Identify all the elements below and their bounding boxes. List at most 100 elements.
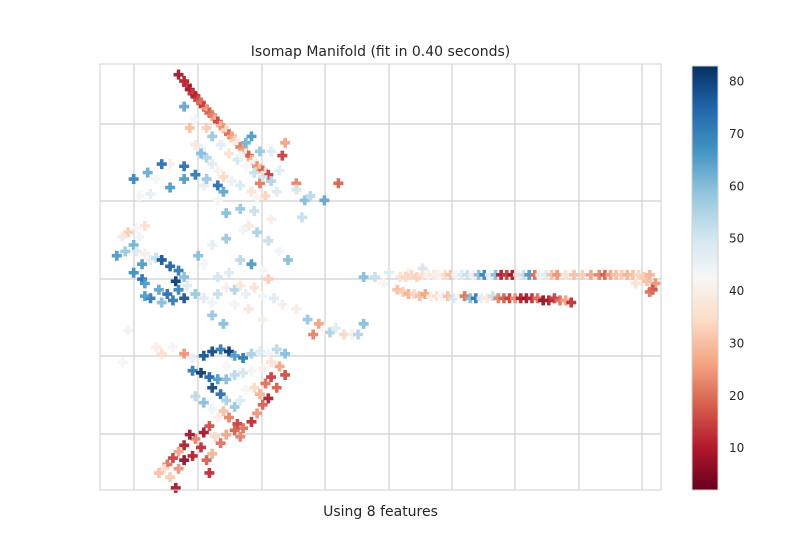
data-point (221, 374, 232, 385)
data-point (173, 446, 184, 457)
data-point (493, 293, 504, 304)
data-point (456, 269, 467, 280)
data-point (212, 289, 223, 300)
data-point (445, 269, 456, 280)
data-point (496, 269, 507, 280)
data-point (238, 352, 249, 363)
data-point (170, 482, 181, 493)
data-point (137, 274, 148, 285)
data-point (156, 348, 167, 359)
data-point (423, 269, 434, 280)
data-point (501, 269, 512, 280)
data-point (151, 342, 162, 353)
data-point (650, 278, 661, 289)
plot-area (99, 63, 662, 493)
data-point (358, 272, 369, 282)
data-point (257, 399, 268, 410)
data-point (179, 161, 190, 172)
data-point (266, 372, 277, 383)
data-point (254, 163, 265, 174)
data-point (215, 389, 226, 400)
data-point (291, 303, 302, 314)
data-point (249, 156, 260, 167)
data-point (622, 269, 633, 280)
data-point (266, 214, 277, 225)
data-point (190, 114, 201, 125)
data-point (535, 269, 546, 280)
data-point (207, 131, 218, 142)
data-point (524, 269, 535, 280)
data-point (240, 137, 251, 148)
data-point (235, 203, 246, 214)
data-point (193, 95, 204, 106)
data-point (207, 346, 218, 357)
data-point (221, 429, 232, 440)
data-point (246, 365, 257, 376)
data-point (123, 325, 134, 336)
data-point (165, 472, 176, 483)
data-point (179, 174, 190, 185)
data-point (210, 431, 221, 442)
data-point (120, 246, 131, 257)
data-point (246, 186, 257, 197)
data-point (515, 293, 526, 304)
data-point (207, 448, 218, 459)
data-point (207, 310, 218, 321)
scatter-points (111, 69, 661, 493)
data-point (238, 144, 249, 155)
data-point (431, 269, 442, 280)
data-point (198, 101, 209, 112)
data-point (546, 269, 557, 280)
data-point (215, 438, 226, 449)
data-point (215, 344, 226, 355)
colorbar-tick-label: 40 (729, 284, 744, 298)
data-point (274, 246, 285, 257)
data-point (277, 150, 288, 161)
data-point (257, 265, 268, 276)
data-point (145, 188, 156, 199)
data-point (641, 276, 652, 287)
data-point (123, 227, 134, 238)
data-point (644, 286, 655, 297)
data-point (221, 208, 232, 219)
data-point (277, 299, 288, 310)
data-point (479, 269, 490, 280)
data-point (159, 463, 170, 474)
data-point (249, 382, 260, 393)
data-point (510, 293, 521, 304)
axes-background (100, 64, 661, 490)
data-point (190, 433, 201, 444)
data-point (198, 427, 209, 438)
data-point (369, 272, 380, 282)
data-point (229, 350, 240, 361)
data-point (232, 154, 243, 165)
data-point (291, 184, 302, 195)
data-point (224, 346, 235, 357)
data-point (179, 348, 190, 359)
data-point (243, 303, 254, 314)
data-point (243, 150, 254, 161)
colorbar-frame (691, 65, 719, 491)
data-point (153, 467, 164, 478)
data-point (179, 455, 190, 466)
data-point (187, 352, 198, 363)
data-point (184, 84, 195, 95)
data-point (254, 389, 265, 400)
data-point (165, 159, 176, 170)
data-point (246, 131, 257, 142)
x-axis-label: Using 8 features (323, 504, 438, 520)
data-point (468, 269, 479, 280)
colorbar-ticks: 10 20 30 40 50 60 70 80 (729, 75, 744, 455)
data-point (246, 348, 257, 359)
data-point (498, 293, 509, 304)
axes-frame (99, 63, 662, 491)
data-point (204, 372, 215, 383)
colorbar-tick-label: 50 (729, 232, 744, 246)
data-point (165, 261, 176, 272)
data-point (319, 195, 330, 206)
data-point (221, 125, 232, 136)
data-point (187, 88, 198, 99)
data-point (257, 291, 268, 302)
data-point (358, 318, 369, 329)
data-point (630, 278, 641, 289)
